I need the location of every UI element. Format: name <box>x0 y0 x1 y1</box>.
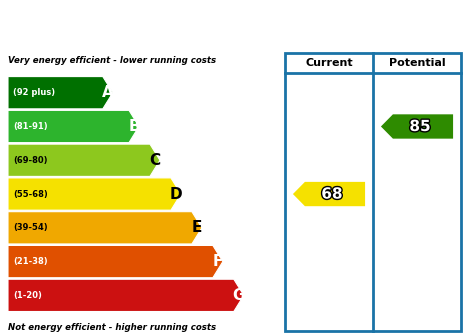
Polygon shape <box>293 182 365 206</box>
Polygon shape <box>8 212 202 244</box>
Text: 85: 85 <box>410 119 431 134</box>
Polygon shape <box>8 178 181 210</box>
Text: (92 plus): (92 plus) <box>13 88 55 97</box>
Bar <box>285 53 461 331</box>
Text: Not energy efficient - higher running costs: Not energy efficient - higher running co… <box>8 323 216 332</box>
Polygon shape <box>8 279 244 312</box>
Text: G: G <box>233 288 245 303</box>
Text: (69-80): (69-80) <box>13 156 48 165</box>
Text: (55-68): (55-68) <box>13 190 48 199</box>
Text: F: F <box>212 254 223 269</box>
Polygon shape <box>8 110 139 143</box>
Text: D: D <box>170 187 182 202</box>
Text: Current: Current <box>305 58 353 68</box>
Text: (1-20): (1-20) <box>13 291 42 300</box>
Polygon shape <box>381 114 453 139</box>
Text: E: E <box>191 220 202 235</box>
Text: 68: 68 <box>321 187 343 202</box>
Text: Potential: Potential <box>389 58 446 68</box>
Text: C: C <box>149 153 161 168</box>
Text: (39-54): (39-54) <box>13 223 48 232</box>
Text: 85: 85 <box>410 119 431 134</box>
Text: Very energy efficient - lower running costs: Very energy efficient - lower running co… <box>8 56 216 65</box>
Text: A: A <box>102 85 113 100</box>
Text: (21-38): (21-38) <box>13 257 48 266</box>
Text: B: B <box>128 119 140 134</box>
Text: (81-91): (81-91) <box>13 122 48 131</box>
Polygon shape <box>8 77 113 109</box>
Text: Energy Efficiency Rating: Energy Efficiency Rating <box>14 15 283 34</box>
Text: 68: 68 <box>321 187 343 202</box>
Polygon shape <box>8 144 160 177</box>
Polygon shape <box>8 246 223 278</box>
